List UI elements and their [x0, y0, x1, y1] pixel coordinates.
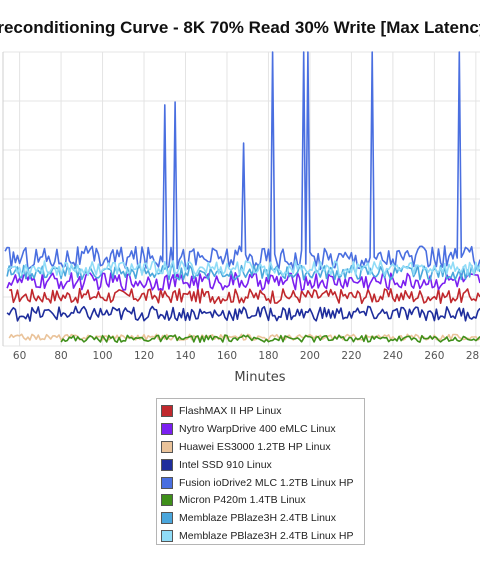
x-tick-label: 240 [383, 350, 403, 362]
x-tick-label: 100 [93, 350, 113, 362]
legend-swatch [161, 530, 173, 543]
series-line [6, 271, 480, 291]
series-line [6, 305, 480, 322]
legend-item[interactable]: Memblaze PBlaze3H 2.4TB Linux HP [161, 527, 364, 545]
legend-swatch [161, 512, 173, 525]
legend-swatch [161, 458, 173, 471]
legend-swatch [161, 476, 173, 489]
series-line [4, 51, 480, 271]
chart-title: Preconditioning Curve - 8K 70% Read 30% … [0, 18, 480, 37]
legend-label: Nytro WarpDrive 400 eMLC Linux [179, 422, 336, 435]
x-tick-label: 180 [258, 350, 278, 362]
legend-item[interactable]: Fusion ioDrive2 MLC 1.2TB Linux HP [161, 474, 364, 492]
legend-label: Micron P420m 1.4TB Linux [179, 494, 306, 507]
legend: FlashMAX II HP Linux Nytro WarpDrive 400 … [156, 398, 365, 545]
x-tick-label: 200 [300, 350, 320, 362]
legend-item[interactable]: Micron P420m 1.4TB Linux [161, 491, 364, 509]
legend-label: Intel SSD 910 Linux [179, 458, 272, 471]
x-tick-labels: 60 80 100 120 140 160 180 200 220 240 260 280 [13, 350, 480, 362]
legend-item[interactable]: Huawei ES3000 1.2TB HP Linux [161, 438, 364, 456]
x-tick-label: 260 [424, 350, 444, 362]
legend-swatch [161, 404, 173, 417]
series-line [60, 334, 480, 344]
legend-label: Memblaze PBlaze3H 2.4TB Linux [179, 512, 336, 525]
legend-item[interactable]: Intel SSD 910 Linux [161, 456, 364, 474]
legend-label: Huawei ES3000 1.2TB HP Linux [179, 440, 331, 453]
legend-label: Fusion ioDrive2 MLC 1.2TB Linux HP [179, 476, 354, 489]
legend-label: Memblaze PBlaze3H 2.4TB Linux HP [179, 530, 354, 543]
x-tick-label: 160 [217, 350, 237, 362]
x-tick-label: 220 [341, 350, 361, 362]
x-tick-label: 140 [175, 350, 195, 362]
x-tick-label: 80 [54, 350, 67, 362]
x-tick-label: 120 [134, 350, 154, 362]
legend-swatch [161, 440, 173, 453]
legend-swatch [161, 494, 173, 507]
x-tick-label: 60 [13, 350, 26, 362]
x-axis-title: Minutes [234, 370, 286, 385]
line-chart: 60 80 100 120 140 160 180 200 220 240 260 280 [2, 51, 480, 362]
grid [2, 51, 480, 347]
x-tick-label: 280 [466, 350, 480, 362]
series-lines [4, 51, 480, 344]
series-line [6, 264, 480, 281]
series-line [7, 259, 480, 277]
legend-label: FlashMAX II HP Linux [179, 404, 282, 417]
legend-swatch [161, 422, 173, 435]
series-line [9, 287, 480, 305]
legend-item[interactable]: Nytro WarpDrive 400 eMLC Linux [161, 420, 364, 438]
legend-item[interactable]: Memblaze PBlaze3H 2.4TB Linux [161, 509, 364, 527]
series-line [8, 333, 480, 341]
legend-item[interactable]: FlashMAX II HP Linux [161, 402, 364, 420]
